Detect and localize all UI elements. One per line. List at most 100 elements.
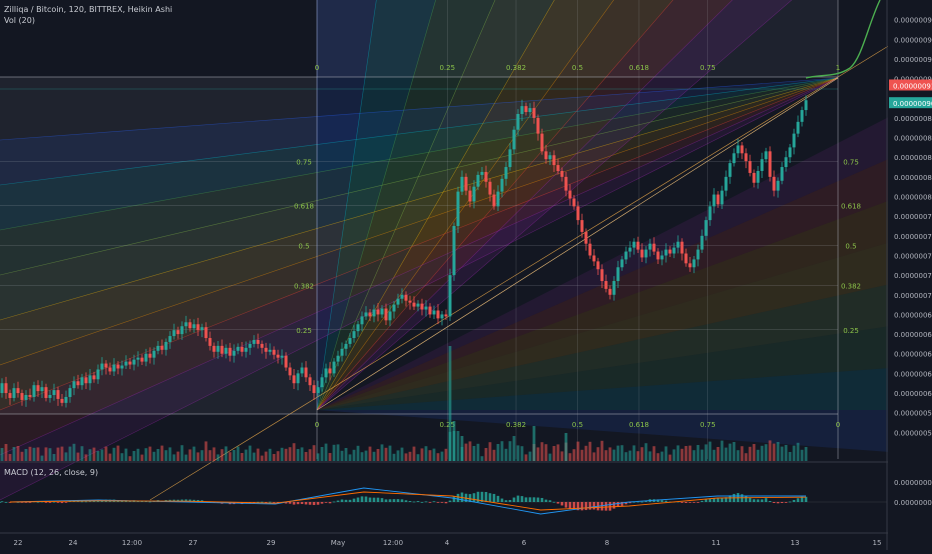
macd-histogram-bar [688,502,692,503]
macd-histogram-bar [600,502,604,511]
candle-body [192,324,196,329]
current-price-text: 0.00000091 [893,82,932,90]
gann-bottom-label: 0.5 [572,421,583,429]
gann-top-label: 0 [315,64,319,72]
macd-histogram-bar [148,501,152,503]
volume-bar [804,447,808,461]
candle-body [44,387,48,398]
volume-bar [440,451,444,461]
macd-histogram-bar [184,499,188,502]
volume-bar [508,441,512,461]
candle-body [332,361,336,374]
macd-histogram-bar [384,499,388,502]
volume-bar [624,452,628,461]
macd-histogram-bar [448,500,452,502]
candle-body [524,106,528,113]
candle-body [496,191,500,207]
volume-bar [324,443,328,461]
volume-bar [164,450,168,461]
candle-body [532,108,536,118]
macd-histogram-bar [60,502,64,504]
candle-body [396,298,400,305]
macd-histogram-bar [304,502,308,505]
candle-body [188,322,192,329]
volume-bar [360,452,364,461]
time-tick-label: 29 [267,539,276,547]
candle-body [564,176,568,191]
volume-bar [540,442,544,461]
candle-body [132,359,136,365]
candle-body [4,383,8,394]
volume-bar [268,448,272,461]
candle-body [284,355,288,368]
candle-body [120,365,124,369]
macd-histogram-bar [524,497,528,502]
volume-bar [72,443,76,461]
volume-bar [156,449,160,461]
volume-bar [344,448,348,461]
volume-bar [748,446,752,461]
macd-histogram-bar [804,496,808,502]
macd-histogram-bar [748,497,752,502]
macd-histogram-bar [720,497,724,502]
volume-bar [732,442,736,461]
volume-bar [444,448,448,461]
candle-body [360,316,364,325]
macd-histogram-bar [0,502,2,503]
volume-bars [0,346,808,461]
projection-curve [805,0,881,79]
volume-bar [768,440,772,461]
volume-bar [16,446,20,461]
candle-body [408,300,412,303]
volume-bar [496,444,500,461]
gann-fan-line [316,0,674,411]
candle-body [364,312,368,317]
macd-histogram-bar [332,501,336,503]
volume-bar [704,444,708,461]
gann-right-wedge [317,274,932,410]
candle-body [480,171,484,175]
gann-diagonal [149,44,891,501]
volume-bar [40,455,44,461]
volume-bar [132,451,136,461]
candle-body [672,247,676,254]
macd-histogram-bar [428,502,432,503]
candle-body [452,226,456,276]
candle-body [572,198,576,207]
macd-histogram-bar [360,496,364,502]
volume-bar [472,446,476,461]
volume-bar [700,449,704,461]
volume-bar [784,445,788,461]
macd-histogram-bar [128,501,132,502]
volume-bar [92,447,96,461]
volume-bar [412,446,416,461]
gann-left-label: 0.5 [298,243,309,251]
macd-histogram-bar [580,502,584,511]
candle-body [552,155,556,166]
candle-body [88,375,92,384]
gann-fan-line [0,77,839,456]
volume-bar [636,451,640,461]
macd-histogram-bar [396,499,400,502]
candle-body [264,347,268,352]
macd-histogram-bar [696,502,700,503]
volume-bar [396,450,400,461]
time-tick-label: 12:00 [383,539,403,547]
macd-histogram-bar [556,502,560,504]
gann-right-wedge [317,94,932,410]
gann-top-label: 0.25 [439,64,455,72]
volume-bar [592,452,596,461]
volume-bar [256,448,260,461]
macd-histogram-bar [0,501,4,503]
candle-body [20,393,24,400]
candle-body [52,390,56,396]
candle-body [252,339,256,344]
gann-fan-line [0,77,839,141]
macd-histogram-bar [788,501,792,503]
volume-bar [96,451,100,461]
volume-bar [384,447,388,461]
gann-fan-line [0,77,839,321]
candle-body [0,383,4,394]
